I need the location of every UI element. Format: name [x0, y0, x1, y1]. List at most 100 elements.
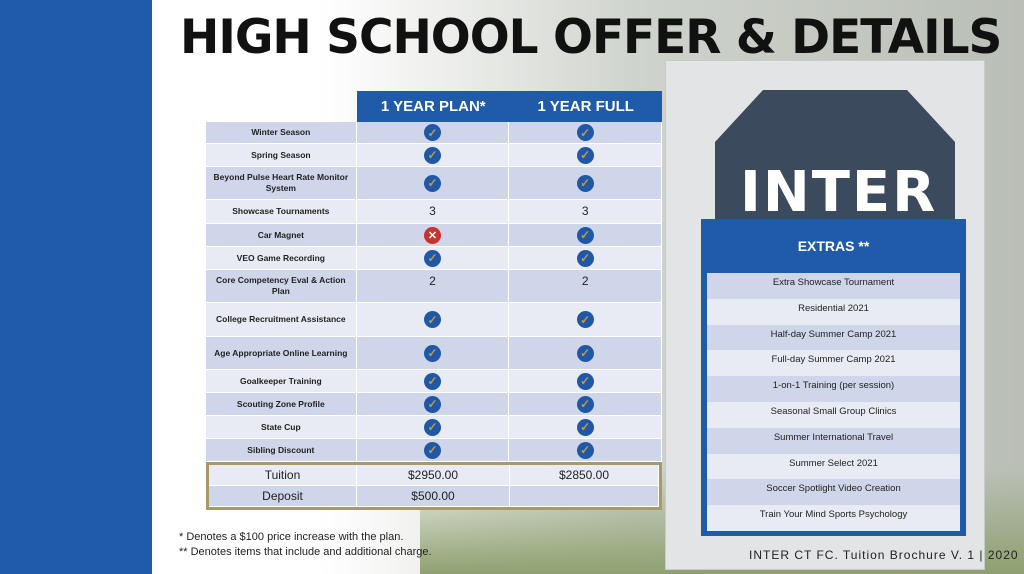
- plan-price: $2950.00: [357, 465, 510, 485]
- check-icon: ✓: [424, 174, 441, 192]
- check-icon: ✓: [576, 395, 594, 413]
- cell-value: 2: [581, 274, 589, 288]
- table-row: Spring Season ✓ ✓: [206, 144, 663, 167]
- row-label-text: Beyond Pulse Heart Rate Monitor System: [213, 172, 349, 193]
- row-label: College Recruitment Assistance: [206, 303, 357, 336]
- check-icon: ✓: [424, 249, 441, 267]
- check-icon: ✓: [424, 146, 441, 164]
- footnote: ** Denotes items that include and additi…: [179, 546, 432, 558]
- extras-panel: EXTRAS ** Extra Showcase Tournament Resid…: [701, 219, 966, 536]
- row-label: Goalkeeper Training: [206, 370, 357, 392]
- logo-text: INTER: [740, 160, 938, 225]
- plan-cell: ✕: [357, 224, 510, 246]
- row-label: Spring Season: [206, 144, 357, 166]
- header-blank: [206, 91, 357, 122]
- footnotes: * Denotes a $100 price increase with the…: [179, 530, 432, 560]
- extras-item: Full-day Summer Camp 2021: [707, 350, 960, 377]
- check-icon: ✓: [576, 146, 594, 164]
- table-row: State Cup ✓ ✓: [206, 416, 663, 439]
- check-icon: ✓: [576, 311, 594, 328]
- full-cell: ✓: [509, 224, 663, 246]
- row-label-text: Core Competency Eval & Action Plan: [216, 275, 346, 296]
- table-row: VEO Game Recording ✓ ✓: [206, 247, 663, 270]
- plan-cell: ✓: [357, 370, 510, 392]
- full-cell: ✓: [509, 370, 663, 392]
- pricing-block: Tuition $2950.00 $2850.00 Deposit $500.00: [206, 462, 662, 510]
- row-label: VEO Game Recording: [206, 247, 357, 269]
- full-cell: ✓: [509, 144, 663, 166]
- check-icon: ✓: [576, 226, 594, 244]
- column-header-plan: 1 YEAR PLAN*: [380, 98, 486, 115]
- row-label: Sibling Discount: [206, 439, 357, 461]
- extras-item: Train Your Mind Sports Psychology: [707, 505, 960, 531]
- row-label-text: Goalkeeper Training: [239, 375, 322, 386]
- plan-cell: 3: [357, 200, 510, 223]
- extras-item: Residential 2021: [707, 298, 960, 325]
- check-icon: ✓: [576, 344, 594, 362]
- row-label: Core Competency Eval & Action Plan: [206, 270, 357, 302]
- cell-value: 3: [429, 204, 436, 218]
- extras-item: Summer International Travel: [707, 427, 960, 454]
- inter-logo: INTER: [715, 90, 955, 220]
- row-label: Car Magnet: [206, 224, 357, 246]
- table-row: Car Magnet ✕ ✓: [206, 224, 663, 247]
- pricing-label: Tuition: [209, 465, 357, 485]
- table-row: Goalkeeper Training ✓ ✓: [206, 370, 663, 393]
- sidebar-band: [0, 0, 152, 574]
- cross-icon: ✕: [424, 226, 441, 244]
- pricing-row: Tuition $2950.00 $2850.00: [209, 465, 659, 486]
- plan-cell: ✓: [357, 416, 510, 438]
- table-row: Core Competency Eval & Action Plan 2 2: [206, 270, 663, 303]
- extras-item: Half-day Summer Camp 2021: [707, 324, 960, 351]
- comparison-table: 1 YEAR PLAN* 1 YEAR FULL Winter Season ✓…: [206, 91, 663, 510]
- full-cell: ✓: [509, 393, 663, 415]
- plan-cell: ✓: [357, 144, 510, 166]
- table-row: Age Appropriate Online Learning ✓ ✓: [206, 337, 663, 370]
- row-label: Beyond Pulse Heart Rate Monitor System: [206, 167, 357, 199]
- header-columns: 1 YEAR PLAN* 1 YEAR FULL: [357, 91, 662, 122]
- check-icon: ✓: [576, 372, 594, 390]
- page-title: HIGH SCHOOL OFFER & DETAILS: [180, 10, 1002, 65]
- full-cell: 3: [509, 200, 663, 223]
- full-cell: ✓: [509, 303, 663, 336]
- full-price: $2850.00: [510, 465, 659, 485]
- check-icon: ✓: [576, 124, 594, 141]
- extras-title: EXTRAS **: [797, 238, 870, 254]
- row-label-text: Car Magnet: [257, 229, 304, 240]
- extras-item: 1-on-1 Training (per session): [707, 376, 960, 402]
- footer-text: INTER CT FC. Tuition Brochure V. 1 | 202…: [749, 548, 1019, 562]
- plan-cell: ✓: [357, 439, 510, 461]
- table-row: Showcase Tournaments 3 3: [206, 200, 663, 224]
- check-icon: ✓: [576, 441, 594, 459]
- row-label-text: Age Appropriate Online Learning: [214, 347, 348, 358]
- row-label-text: College Recruitment Assistance: [216, 314, 346, 324]
- plan-cell: 2: [357, 270, 510, 302]
- row-label: State Cup: [206, 416, 357, 438]
- row-label-text: Winter Season: [251, 127, 311, 137]
- full-cell: ✓: [509, 416, 663, 438]
- check-icon: ✓: [424, 395, 441, 413]
- check-icon: ✓: [424, 124, 441, 141]
- cell-value: 2: [429, 274, 436, 288]
- table-row: Scouting Zone Profile ✓ ✓: [206, 393, 663, 416]
- pricing-row: Deposit $500.00: [209, 486, 659, 507]
- table-header: 1 YEAR PLAN* 1 YEAR FULL: [206, 91, 662, 122]
- plan-cell: ✓: [357, 122, 510, 143]
- check-icon: ✓: [424, 311, 441, 328]
- row-label: Scouting Zone Profile: [206, 393, 357, 415]
- row-label-text: Scouting Zone Profile: [236, 398, 325, 409]
- full-cell: ✓: [509, 122, 663, 143]
- plan-cell: ✓: [357, 393, 510, 415]
- row-label-text: VEO Game Recording: [236, 252, 325, 263]
- check-icon: ✓: [576, 249, 594, 267]
- row-label-text: Spring Season: [251, 149, 311, 160]
- full-cell: ✓: [509, 167, 663, 199]
- plan-cell: ✓: [357, 337, 510, 369]
- footnote: * Denotes a $100 price increase with the…: [179, 531, 404, 543]
- check-icon: ✓: [576, 418, 594, 436]
- row-label-text: Showcase Tournaments: [232, 206, 330, 216]
- table-row: Sibling Discount ✓ ✓: [206, 439, 663, 462]
- row-label-text: Sibling Discount: [247, 444, 315, 455]
- cell-value: 3: [581, 204, 589, 218]
- extras-item: Extra Showcase Tournament: [707, 273, 960, 299]
